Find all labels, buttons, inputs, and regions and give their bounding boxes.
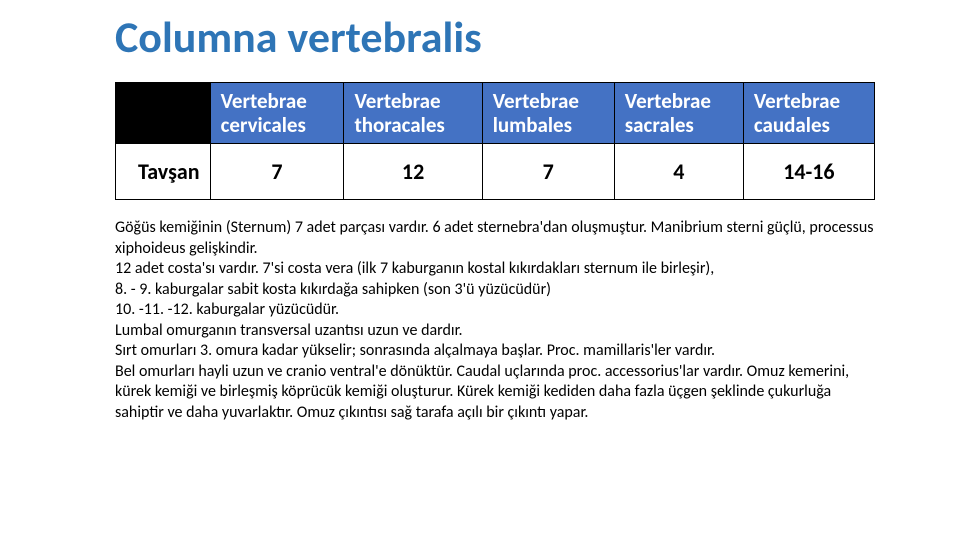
table-row: Tavşan 7 12 7 4 14-16 xyxy=(116,144,875,200)
row-label: Tavşan xyxy=(116,144,211,200)
cell-caudales: 14-16 xyxy=(743,144,874,200)
paragraph: Sırt omurları 3. omura kadar yükselir; s… xyxy=(115,341,875,361)
col-header-caudales: Vertebrae caudales xyxy=(743,83,874,144)
cell-sacrales: 4 xyxy=(614,144,743,200)
vertebrae-table: Vertebrae cervicales Vertebrae thoracale… xyxy=(115,82,875,200)
cell-cervicales: 7 xyxy=(210,144,344,200)
paragraph: 10. -11. -12. kaburgalar yüzücüdür. xyxy=(115,300,875,320)
cell-thoracales: 12 xyxy=(344,144,482,200)
paragraph: Lumbal omurganın transversal uzantısı uz… xyxy=(115,321,875,341)
page-title: Columna vertebralis xyxy=(115,10,960,64)
paragraph: 12 adet costa'sı vardır. 7'si costa vera… xyxy=(115,259,875,279)
col-header-lumbales: Vertebrae lumbales xyxy=(482,83,614,144)
table-corner xyxy=(116,83,211,144)
cell-lumbales: 7 xyxy=(482,144,614,200)
body-text: Göğüs kemiğinin (Sternum) 7 adet parçası… xyxy=(115,218,875,423)
paragraph: Göğüs kemiğinin (Sternum) 7 adet parçası… xyxy=(115,218,875,259)
col-header-sacrales: Vertebrae sacrales xyxy=(614,83,743,144)
paragraph: Bel omurları hayli uzun ve cranio ventra… xyxy=(115,362,875,423)
paragraph: 8. - 9. kaburgalar sabit kosta kıkırdağa… xyxy=(115,280,875,300)
col-header-thoracales: Vertebrae thoracales xyxy=(344,83,482,144)
col-header-cervicales: Vertebrae cervicales xyxy=(210,83,344,144)
